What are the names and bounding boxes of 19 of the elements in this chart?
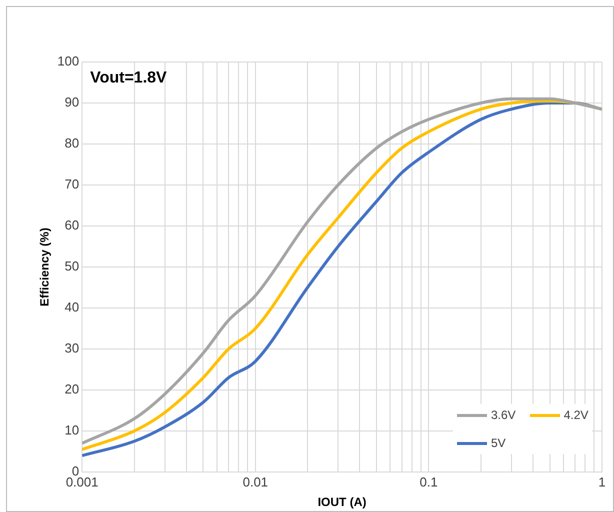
legend-label: 5V xyxy=(491,436,506,450)
y-tick-label: 20 xyxy=(64,382,80,397)
x-tick-label: 1 xyxy=(598,474,606,490)
y-tick-label: 40 xyxy=(64,300,80,315)
legend-label: 4.2V xyxy=(564,408,588,422)
y-tick-label: 70 xyxy=(64,176,80,192)
x-tick-label: 0.1 xyxy=(420,474,438,490)
y-tick-label: 10 xyxy=(64,422,80,438)
legend-label: 3.6V xyxy=(491,408,516,422)
y-tick-label: 80 xyxy=(64,136,80,151)
x-tick-label: 0.01 xyxy=(242,474,268,490)
annotation: Vout=1.8V xyxy=(90,69,168,86)
y-axis-title: Efficiency (%) xyxy=(38,228,52,306)
y-tick-label: 30 xyxy=(64,340,80,356)
y-tick-label: 100 xyxy=(57,54,80,69)
y-tick-label: 50 xyxy=(64,258,80,274)
x-axis-title: IOUT (A) xyxy=(318,495,366,510)
y-tick-label: 90 xyxy=(64,94,80,110)
y-tick-label: 60 xyxy=(64,218,80,233)
